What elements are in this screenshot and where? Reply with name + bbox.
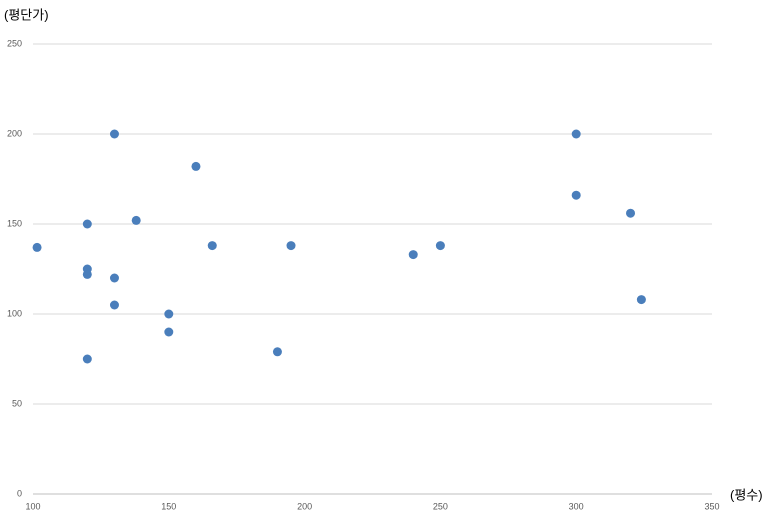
point bbox=[207, 241, 217, 251]
point bbox=[109, 273, 119, 283]
point bbox=[286, 241, 296, 251]
point bbox=[636, 295, 646, 305]
point bbox=[82, 219, 92, 229]
point bbox=[571, 190, 581, 200]
y-tick-label: 0 bbox=[17, 488, 22, 498]
x-tick-label: 300 bbox=[569, 501, 584, 511]
x-tick-label: 100 bbox=[25, 501, 40, 511]
y-tick-label: 100 bbox=[7, 308, 22, 318]
point bbox=[571, 129, 581, 139]
point bbox=[131, 215, 141, 225]
point bbox=[82, 269, 92, 279]
y-tick-label: 250 bbox=[7, 38, 22, 48]
y-tick-label: 50 bbox=[12, 398, 22, 408]
point bbox=[164, 327, 174, 337]
point bbox=[109, 129, 119, 139]
x-tick-label: 200 bbox=[297, 501, 312, 511]
point bbox=[626, 208, 636, 218]
x-tick-label: 350 bbox=[704, 501, 719, 511]
point bbox=[191, 161, 201, 171]
point bbox=[408, 250, 418, 260]
point bbox=[109, 300, 119, 310]
x-axis-title: (평수) bbox=[730, 487, 763, 502]
x-tick-label: 250 bbox=[433, 501, 448, 511]
point bbox=[164, 309, 174, 319]
x-tick-label: 150 bbox=[161, 501, 176, 511]
point bbox=[32, 242, 42, 252]
point bbox=[82, 354, 92, 364]
y-tick-label: 150 bbox=[7, 218, 22, 228]
point bbox=[272, 347, 282, 357]
y-tick-label: 200 bbox=[7, 128, 22, 138]
y-axis-title: (평단가) bbox=[4, 7, 49, 22]
point bbox=[435, 241, 445, 251]
